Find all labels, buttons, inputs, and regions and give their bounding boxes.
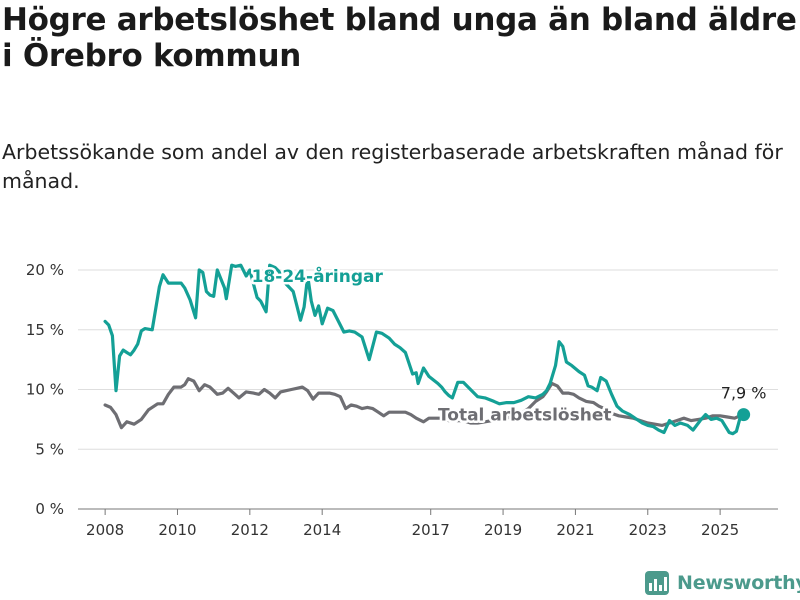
y-tick-label: 15 % <box>26 321 64 339</box>
series-lines <box>103 263 746 436</box>
page-title: Högre arbetslöshet bland unga än bland ä… <box>2 2 797 74</box>
x-tick-label: 2010 <box>158 521 196 539</box>
x-axis: 2008 2010 2012 2014 2017 2019 2021 2023 2025 <box>86 509 739 539</box>
end-value-label: 7,9 % <box>721 384 767 403</box>
end-point-marker <box>737 408 751 422</box>
end-marker: 7,9 % <box>721 384 767 422</box>
bar-chart-icon <box>645 571 669 595</box>
page-subtitle: Arbetssökande som andel av den registerb… <box>2 140 783 193</box>
newsworthy-logo: Newsworthy <box>645 569 800 597</box>
brand-name: Newsworthy <box>677 572 800 594</box>
grid-lines <box>78 269 778 510</box>
x-tick-label: 2014 <box>303 521 341 539</box>
x-tick-label: 2025 <box>701 521 739 539</box>
x-tick-label: 2017 <box>412 521 450 539</box>
series-labels: 18-24-åringar Total arbetslöshet <box>249 262 614 428</box>
x-tick-label: 2012 <box>231 521 269 539</box>
x-tick-label: 2023 <box>629 521 667 539</box>
series-label-total: Total arbetslöshet <box>438 406 612 426</box>
series-label-youth: 18-24-åringar <box>252 265 384 287</box>
series-line-total <box>103 377 746 430</box>
y-tick-label: 0 % <box>35 500 64 518</box>
x-tick-label: 2021 <box>556 521 594 539</box>
x-tick-label: 2008 <box>86 521 124 539</box>
y-axis: 0 % 5 % 10 % 15 % 20 % <box>26 261 64 518</box>
y-tick-label: 20 % <box>26 261 64 279</box>
y-tick-label: 10 % <box>26 381 64 399</box>
series-line-youth <box>103 263 746 436</box>
y-tick-label: 5 % <box>35 440 64 458</box>
x-tick-label: 2019 <box>484 521 522 539</box>
